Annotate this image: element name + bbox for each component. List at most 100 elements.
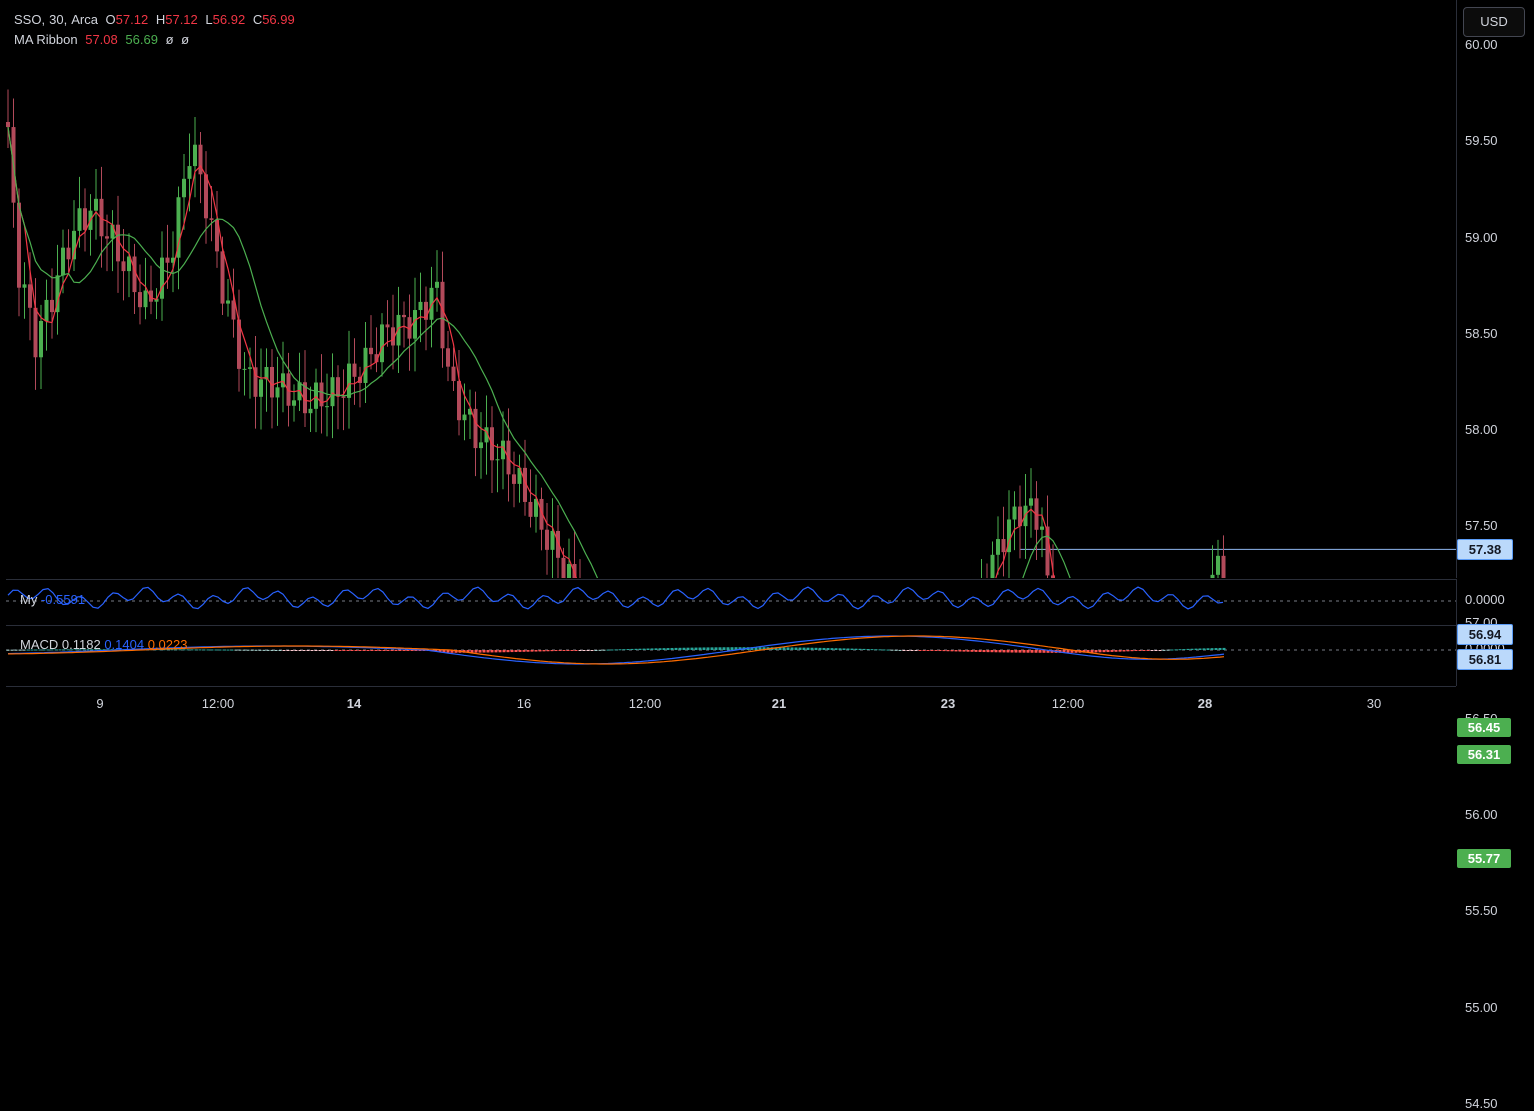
oscillator-line[interactable] [7,586,1224,610]
macd-histogram-bar [870,649,874,651]
candle-body [33,307,38,358]
candle-body [352,363,357,377]
macd-histogram-bar [898,649,902,651]
ma-ribbon-row[interactable]: MA Ribbon 57.08 56.69 ø ø [14,30,299,50]
macd-histogram-bar [954,650,958,652]
candle-body [314,382,318,409]
candle-body [473,408,478,449]
macd-histogram-bar [326,650,330,651]
macd-histogram-bar [758,647,762,650]
macd-histogram-bar [166,649,170,651]
macd-histogram-bar [562,650,566,651]
price-axis[interactable]: 60.0059.5059.0058.5058.0057.5057.0056.50… [1457,0,1534,1111]
candle-body [1045,526,1050,576]
macd-histogram-bar [938,650,942,652]
macd-histogram-bar [198,649,202,651]
macd-histogram-bar [34,649,38,651]
macd-histogram-bar [290,650,294,651]
macd-histogram-bar [374,650,378,651]
price-level-label[interactable]: 56.45 [1457,718,1511,738]
price-level-label[interactable]: 56.31 [1457,745,1511,765]
macd-histogram-bar [530,650,534,652]
macd-histogram-bar [466,650,470,653]
macd-histogram-bar [502,650,506,653]
ma-ribbon-fast-line[interactable] [7,127,1224,578]
candle-body [77,208,82,231]
macd-histogram-bar [750,647,754,650]
macd-histogram-bar [826,648,830,650]
macd-histogram-bar [1194,648,1198,650]
candle-body [347,363,351,398]
macd-histogram-bar [542,650,546,652]
macd-histogram-bar [586,650,590,651]
macd-histogram-bar [222,649,226,651]
ma-ribbon-slow-line[interactable] [7,127,1224,578]
candle-body [94,198,98,211]
macd-histogram-bar [966,650,970,652]
low-value: 56.92 [212,12,246,27]
macd-value: 0.1182 [61,637,101,652]
candle-body [72,230,76,260]
macd-histogram-bar [254,649,258,651]
macd-histogram-bar [278,649,282,651]
macd-histogram-bar [262,649,266,651]
macd-histogram-bar [1030,650,1034,653]
currency-button[interactable]: USD [1463,7,1525,37]
price-level-label[interactable]: 56.81 [1457,649,1513,671]
macd-histogram-bar [242,649,246,651]
macd-histogram-bar [630,648,634,650]
macd-histogram-bar [1010,650,1014,653]
macd-histogram-bar [698,647,702,650]
candle-body [385,324,390,328]
price-chart-svg[interactable] [6,0,1456,578]
main-price-pane[interactable] [6,0,1457,578]
macd-histogram-bar [318,650,322,651]
oscillator-pane[interactable]: My -0.5591 [6,579,1457,625]
candle-body [545,529,549,550]
macd-histogram-bar [862,648,866,650]
candle-body [264,366,269,380]
macd-histogram-bar [922,650,926,651]
macd-histogram-bar [310,650,314,651]
ma-ribbon-label[interactable]: MA Ribbon [14,32,78,47]
candle-body [231,300,236,320]
candle-body [429,287,434,320]
macd-histogram-bar [518,650,522,652]
macd-histogram-bar [378,650,382,651]
high-label: H [155,12,166,27]
macd-histogram-bar [470,650,474,653]
candle-body [457,381,461,421]
macd-histogram-bar [658,648,662,650]
macd-histogram-bar [1074,650,1078,653]
candle-body [215,219,219,252]
macd-histogram-bar [974,650,978,652]
time-axis[interactable]: 9 12:00 14 16 12:00 21 23 12:00 28 30 [6,686,1456,723]
symbol-name[interactable]: SSO [14,12,42,27]
oscillator-label[interactable]: My [20,592,38,607]
symbol-row[interactable]: SSO, 30, Arca O57.12 H57.12 L56.92 C56.99 [14,12,295,27]
macd-histogram-bar [622,649,626,651]
macd-histogram-bar [42,649,46,651]
macd-histogram-bar [1186,648,1190,650]
macd-histogram-bar [794,647,798,650]
price-tick-label: 58.50 [1465,325,1498,341]
macd-label[interactable]: MACD [20,637,59,652]
price-level-label[interactable]: 57.38 [1457,539,1513,561]
macd-histogram-bar [486,650,490,653]
macd-histogram-bar [266,649,270,651]
macd-pane[interactable]: MACD 0.1182 0.1404 0.0223 [6,625,1457,686]
candle-body [1007,519,1011,553]
macd-line[interactable] [7,635,1225,665]
price-level-label[interactable]: 56.94 [1457,624,1513,646]
candle-body [286,373,291,406]
macd-histogram-bar [1150,650,1154,651]
price-level-label[interactable]: 55.77 [1457,849,1511,869]
macd-signal-line[interactable] [8,635,1225,665]
candle-body [556,530,560,558]
macd-histogram-bar [1102,650,1106,653]
time-tick-label: 12:00 [628,696,662,711]
macd-histogram-bar [694,647,698,650]
macd-histogram-bar [1018,650,1022,653]
interval[interactable]: 30 [49,12,64,27]
macd-histogram-bar [566,650,570,651]
